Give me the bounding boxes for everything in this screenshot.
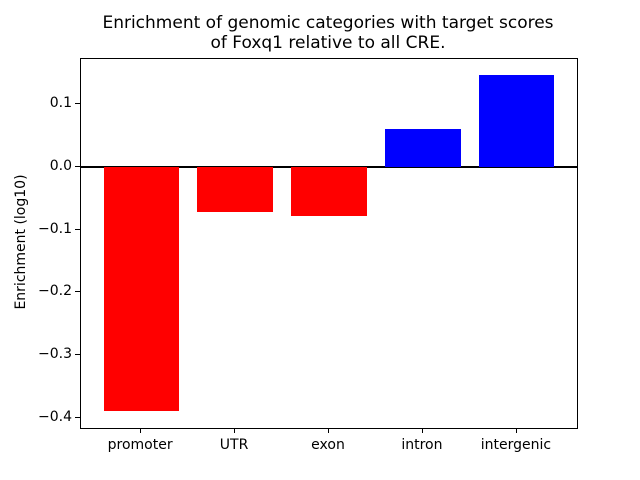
x-tick-label-UTR: UTR: [219, 437, 249, 454]
y-tick-label: −0.4: [38, 408, 72, 425]
y-tick-mark: [75, 353, 80, 355]
bar-promoter: [103, 166, 179, 412]
y-tick-mark: [75, 291, 80, 293]
x-tick-label-promoter: promoter: [107, 437, 173, 454]
y-tick-label: 0.0: [49, 157, 72, 174]
y-tick-mark: [75, 228, 80, 230]
y-tick-label: −0.2: [38, 283, 72, 300]
x-tick-label-intergenic: intergenic: [480, 437, 552, 454]
bar-intergenic: [479, 75, 555, 167]
bar-exon: [291, 166, 367, 217]
y-tick-mark: [75, 416, 80, 418]
y-tick-label: −0.3: [38, 345, 72, 362]
plot-area: [80, 57, 578, 430]
x-tick-mark: [234, 428, 236, 434]
bar-UTR: [197, 166, 273, 213]
x-tick-mark: [515, 428, 517, 434]
y-tick-mark: [75, 165, 80, 167]
x-tick-mark: [140, 428, 142, 434]
x-tick-mark: [328, 428, 329, 434]
x-tick-label-exon: exon: [311, 437, 345, 454]
y-tick-mark: [75, 103, 80, 105]
y-tick-label: −0.1: [38, 220, 72, 237]
y-tick-label: 0.1: [49, 95, 72, 112]
x-tick-mark: [421, 428, 423, 434]
x-tick-label-intron: intron: [401, 437, 443, 454]
chart-title: Enrichment of genomic categories with ta…: [102, 13, 554, 53]
bar-intron: [385, 128, 461, 167]
